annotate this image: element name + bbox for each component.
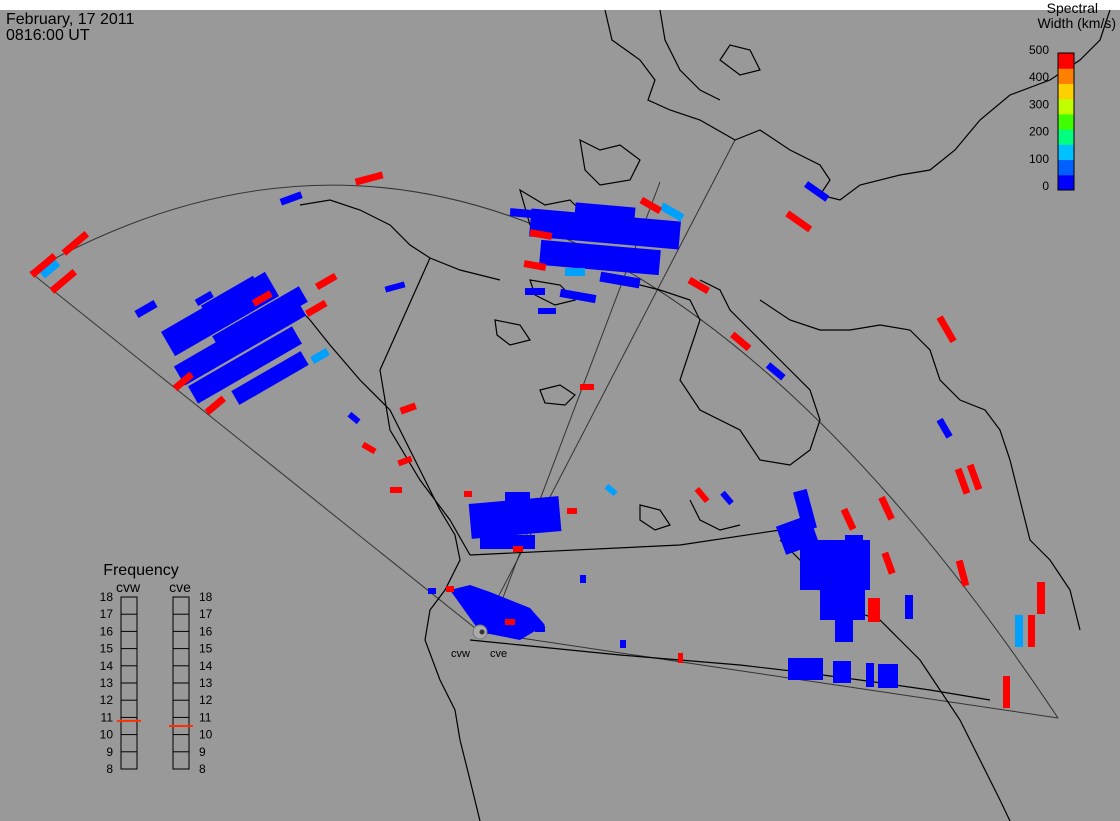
- frequency-tick-label-cvw: 12: [100, 693, 114, 707]
- colorbar-cell: [1058, 83, 1074, 100]
- colorbar-cell: [1058, 113, 1074, 130]
- frequency-tick-label-cvw: 13: [100, 676, 114, 690]
- colorbar-tick-label: 100: [1029, 152, 1049, 166]
- colorbar-tick-label: 200: [1029, 125, 1049, 139]
- frequency-tick-label-cvw: 18: [100, 590, 114, 604]
- frequency-tick-label-cvw: 10: [100, 728, 114, 742]
- colorbar-cell: [1058, 129, 1074, 145]
- radar-sites: [472, 624, 488, 640]
- time-label: 0816:00 UT: [6, 27, 90, 44]
- colorbar-tick-label: 400: [1029, 70, 1049, 84]
- frequency-tick-label-cve: 10: [199, 728, 213, 742]
- frequency-tick-label-cve: 18: [199, 590, 213, 604]
- colorbar-cell: [1058, 174, 1074, 191]
- colorbar-tick-label: 500: [1029, 43, 1049, 57]
- colorbar-cell: [1058, 144, 1074, 161]
- map-background: [0, 10, 1120, 821]
- frequency-tick-label-cvw: 17: [100, 607, 114, 621]
- radar-echoes-mid-width: [39, 202, 1023, 647]
- frequency-tick-label-cvw: 16: [100, 624, 114, 638]
- frequency-tick-label-cvw: 8: [106, 762, 113, 776]
- colorbar-tick-label: 300: [1029, 97, 1049, 111]
- frequency-tick-label-cvw: 14: [100, 659, 114, 673]
- frequency-tick-label-cve: 14: [199, 659, 213, 673]
- frequency-tick-label-cve: 17: [199, 607, 213, 621]
- colorbar-cell: [1058, 53, 1074, 69]
- colorbar-title-line2: Width (km/s): [1037, 15, 1116, 31]
- colorbar-title-line1: Spectral: [1047, 0, 1098, 16]
- frequency-title: Frequency: [103, 562, 179, 579]
- frequency-tick-label-cve: 16: [199, 624, 213, 638]
- frequency-tick-label-cve: 15: [199, 642, 213, 656]
- radar-echoes-low-width: [134, 181, 953, 688]
- colorbar-cell: [1058, 68, 1074, 84]
- colorbar-tick-label: 0: [1042, 179, 1049, 193]
- frequency-tick-label-cve: 12: [199, 693, 213, 707]
- colorbar-cell: [1058, 159, 1074, 176]
- radar-echoes-high-width: [29, 171, 1045, 708]
- frequency-tick-label-cve: 9: [199, 745, 206, 759]
- colorbar: Spectral Width (km/s) 500 400 300 200 100 0: [1029, 0, 1116, 193]
- frequency-tick-label-cvw: 15: [100, 642, 114, 656]
- frequency-tick-label-cvw: 11: [101, 710, 114, 724]
- frequency-tick-label-cve: 8: [199, 762, 206, 776]
- radar-label-cvw: cvw: [451, 648, 470, 660]
- radar-label-cve: cve: [490, 648, 507, 660]
- colorbar-cell: [1058, 98, 1074, 115]
- frequency-panel: Frequency cvw cve 18 18 17 17 16 16 15 15 14 14 13…: [100, 562, 213, 776]
- frequency-col-cvw: cvw: [116, 579, 141, 595]
- frequency-tick-label-cve: 13: [199, 676, 213, 690]
- date-label: February, 17 2011: [6, 11, 134, 28]
- frequency-tick-label-cvw: 9: [106, 745, 113, 759]
- frequency-tick-label-cve: 11: [199, 710, 212, 724]
- frequency-col-cve: cve: [169, 579, 191, 595]
